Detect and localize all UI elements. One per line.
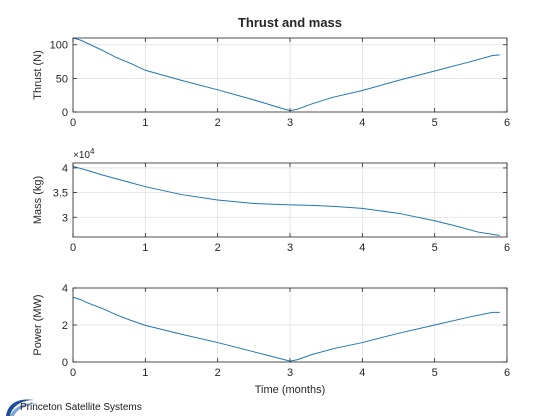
y-exponent-label: ×104 [73,147,95,161]
chart-title: Thrust and mass [238,15,342,30]
x-tick-label: 5 [432,117,438,129]
company-logo [6,399,38,416]
subplot-1: 0 1 2 3 4 5 6 0 50 100 Thrust (N) Thrust and mass [32,15,510,129]
y-tick-label: 0 [62,107,68,119]
x-tick-label: 5 [432,242,438,254]
y-tick-label: 4 [62,283,68,295]
x-tick-label: 4 [359,117,365,129]
x-tick-label: 0 [70,367,76,379]
y-axis-label: Thrust (N) [32,50,44,100]
y-tick-label: 50 [56,73,68,85]
x-tick-label: 6 [504,242,510,254]
y-tick-label: 3 [62,212,68,224]
y-tick-label: 4 [62,163,68,175]
y-tick-label: 2 [62,320,68,332]
logo-swoosh-light-icon [10,402,38,416]
y-tick-label: 3.5 [53,188,68,200]
x-tick-label: 1 [142,242,148,254]
x-tick-label: 6 [504,367,510,379]
x-tick-label: 2 [215,117,221,129]
x-axis-label: Time (months) [255,384,326,396]
subplot-3: 0 1 2 3 4 5 6 0 2 4 Power (MW) Time (months) [32,283,510,396]
logo-text: Princeton Satellite Systems [20,402,142,413]
series-line-1 [72,165,500,237]
x-tick-label: 2 [215,367,221,379]
x-tick-label: 4 [359,242,365,254]
x-tick-label: 3 [287,367,293,379]
y-axis-label: Power (MW) [32,294,44,355]
y-tick-label: 0 [62,357,68,369]
x-tick-label: 4 [359,367,365,379]
x-tick-label: 0 [70,117,76,129]
x-tick-label: 3 [287,117,293,129]
y-tick-label: 100 [50,40,68,52]
series-line-1 [72,37,500,112]
y-exponent-power: 4 [90,147,95,156]
y-axis-label: Mass (kg) [32,176,44,224]
series-line-1 [72,296,500,362]
x-tick-label: 3 [287,242,293,254]
x-tick-label: 5 [432,367,438,379]
x-tick-label: 1 [142,117,148,129]
x-tick-label: 6 [504,117,510,129]
logo-swoosh-icon [6,399,34,416]
x-tick-label: 1 [142,367,148,379]
x-tick-label: 2 [215,242,221,254]
x-tick-label: 0 [70,242,76,254]
